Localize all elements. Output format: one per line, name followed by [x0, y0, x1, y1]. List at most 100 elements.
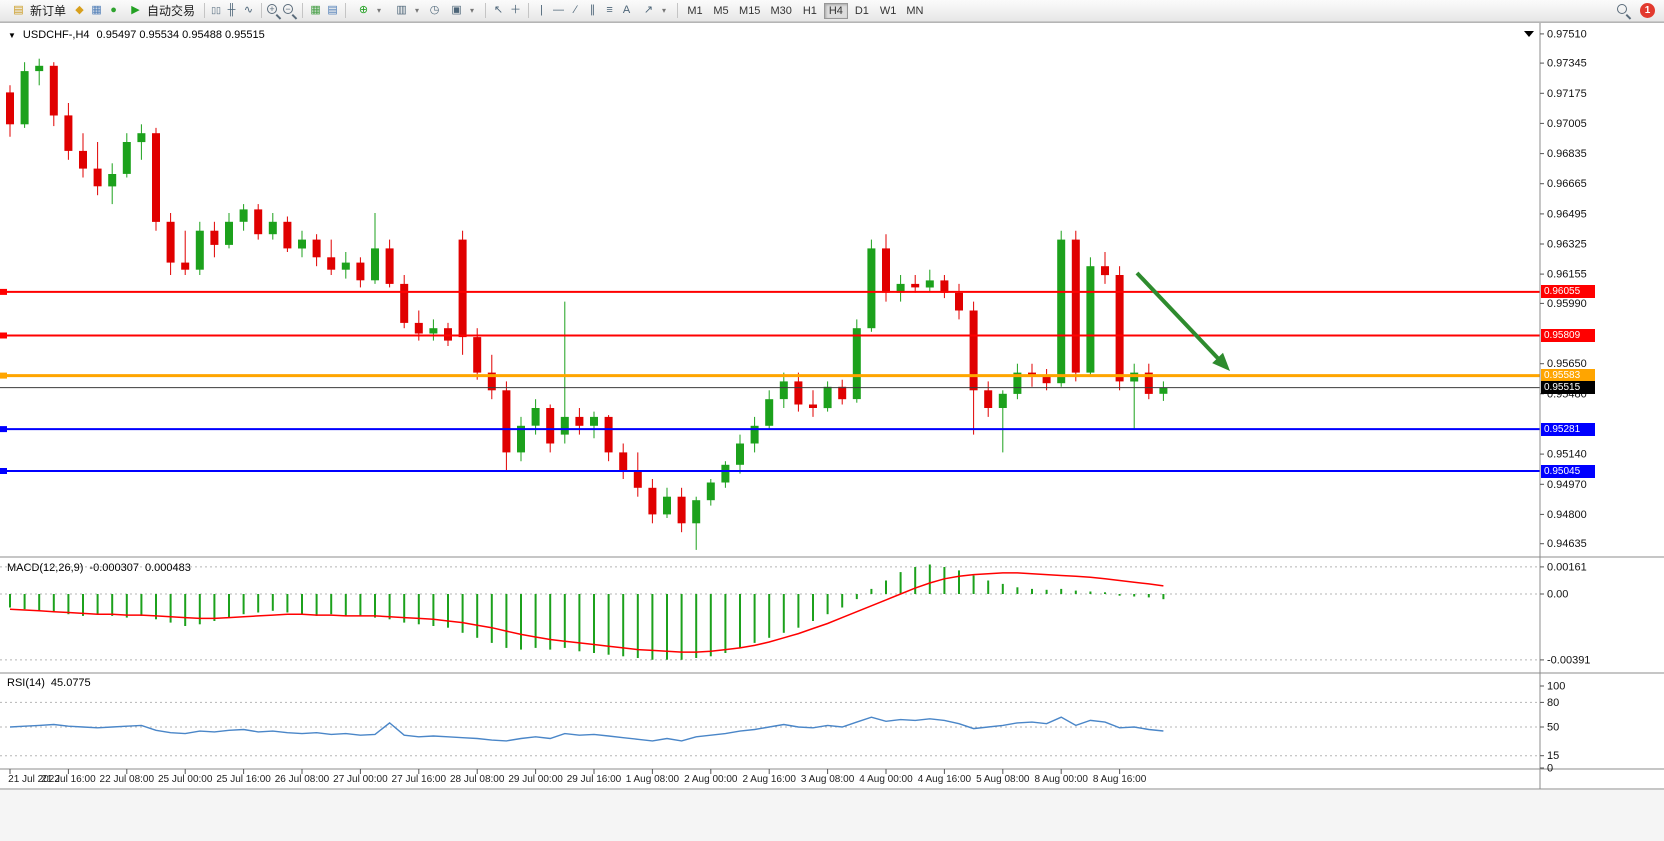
arrows-button[interactable]: ↗ ▾ [635, 2, 673, 20]
notification-badge[interactable]: 1 [1640, 3, 1655, 18]
cursor-icon[interactable]: ↖ [493, 4, 504, 16]
snapshot-caret-icon: ▾ [470, 5, 475, 15]
svg-text:0.96665: 0.96665 [1547, 178, 1587, 190]
svg-text:4 Aug 00:00: 4 Aug 00:00 [859, 774, 913, 785]
timeframe-group: M1 M5 M15 M30 H1 H4 D1 W1 MN [682, 2, 928, 19]
periods-caret-icon: ▾ [415, 5, 420, 15]
fibonacci-icon[interactable]: ≡ [606, 4, 613, 16]
timeframe-button-m5[interactable]: M5 [713, 4, 729, 17]
indicators-button[interactable]: ⊕ ▾ [350, 2, 388, 20]
rsi-value: 45.0775 [50, 677, 91, 689]
svg-text:2 Aug 16:00: 2 Aug 16:00 [743, 774, 797, 785]
svg-text:0.96155: 0.96155 [1547, 269, 1587, 281]
svg-text:4 Aug 16:00: 4 Aug 16:00 [918, 774, 972, 785]
trendline-icon[interactable]: ∕ [574, 4, 577, 16]
svg-text:0.00: 0.00 [1547, 589, 1568, 601]
symbol-period-label: USDCHF-,H4 [22, 29, 90, 41]
zoom-in-icon[interactable]: + [266, 3, 282, 19]
timeframe-button-d1[interactable]: D1 [854, 4, 869, 17]
chart-menu-caret-icon[interactable]: ▼ [8, 30, 16, 40]
rsi-header: RSI(14) 45.0775 [7, 677, 91, 689]
svg-text:0.95140: 0.95140 [1547, 449, 1587, 461]
candlestick-chart-type-icon[interactable]: ╫ [227, 4, 236, 16]
price-chart-canvas[interactable]: 0.97510 0.97345 0.97175 0.97005 0.96835 0.966… [0, 23, 1664, 841]
auto-trading-button[interactable]: ▶ 自动交易 [122, 2, 200, 20]
zoom-out-icon[interactable]: − [282, 3, 298, 19]
vertical-line-icon[interactable]: | [540, 4, 543, 16]
snapshot-icon: ▣ [451, 4, 462, 16]
svg-text:0.00161: 0.00161 [1547, 561, 1587, 573]
plus-glyph: + [267, 3, 278, 14]
toolbar-separator [261, 3, 263, 18]
periods-icon: ▥ [396, 4, 407, 16]
toolbar-separator [345, 3, 347, 18]
svg-text:0.97345: 0.97345 [1547, 58, 1587, 70]
horizontal-line-icon[interactable]: — [553, 4, 565, 16]
snapshot-button[interactable]: ▣ ▾ [443, 2, 481, 20]
price-line-tag[interactable]: 0.95045 [1541, 464, 1595, 478]
line-chart-type-icon[interactable]: ∿ [243, 4, 254, 16]
macd-main-value: -0.000307 [89, 562, 139, 574]
chart-window: 0.97510 0.97345 0.97175 0.97005 0.96835 0.966… [0, 22, 1664, 841]
svg-text:8 Aug 00:00: 8 Aug 00:00 [1035, 774, 1089, 785]
current-price-tag[interactable]: 0.95515 [1541, 381, 1595, 395]
ohlc-values: 0.95497 0.95534 0.95488 0.95515 [96, 29, 265, 41]
svg-text:0.96835: 0.96835 [1547, 148, 1587, 160]
svg-text:0.97175: 0.97175 [1547, 88, 1587, 100]
bar-chart-type-icon[interactable]: ▯▯ [211, 5, 221, 15]
profiles-icon[interactable]: ◆ [75, 4, 84, 16]
svg-text:26 Jul 08:00: 26 Jul 08:00 [275, 774, 330, 785]
svg-text:5 Aug 08:00: 5 Aug 08:00 [976, 774, 1030, 785]
text-icon[interactable]: A [622, 4, 631, 16]
toolbar-separator [528, 3, 530, 18]
search-icon[interactable] [1616, 3, 1632, 19]
macd-signal-value: 0.000483 [144, 562, 191, 574]
cascade-windows-icon[interactable]: ▤ [327, 4, 338, 16]
svg-text:0.94800: 0.94800 [1547, 509, 1587, 521]
svg-text:0.96495: 0.96495 [1547, 208, 1587, 220]
svg-text:29 Jul 00:00: 29 Jul 00:00 [508, 774, 563, 785]
charts-window-icon[interactable]: ▦ [91, 4, 102, 16]
toolbar-separator [485, 3, 487, 18]
svg-text:50: 50 [1547, 722, 1559, 734]
tile-windows-icon[interactable]: ▦ [310, 4, 321, 16]
timeframe-button-h4[interactable]: H4 [823, 2, 848, 19]
svg-text:100: 100 [1547, 681, 1565, 693]
timeframe-button-h1[interactable]: H1 [802, 4, 817, 17]
price-line-tag[interactable]: 0.96055 [1541, 285, 1595, 299]
svg-text:21 Jul 2022: 21 Jul 2022 [8, 774, 60, 785]
svg-text:0.94635: 0.94635 [1547, 538, 1587, 550]
minus-glyph: − [283, 3, 294, 14]
new-order-icon: ▤ [13, 4, 24, 16]
main-toolbar: ▤ 新订单 ◆ ▦ ● ▶ 自动交易 ▯▯ ╫ ∿ + − ▦ ▤ ⊕ ▾ ▥ … [0, 0, 1664, 22]
crosshair-icon[interactable]: ＋ [510, 4, 522, 16]
new-order-button[interactable]: ▤ 新订单 [5, 2, 71, 20]
toolbar-separator [677, 3, 679, 18]
equidistant-channel-icon[interactable]: ∥ [589, 4, 596, 16]
svg-text:27 Jul 00:00: 27 Jul 00:00 [333, 774, 388, 785]
auto-trading-label: 自动交易 [147, 4, 196, 18]
price-line-tag[interactable]: 0.95281 [1541, 422, 1595, 436]
macd-header: MACD(12,26,9) -0.000307 0.000483 [7, 562, 191, 574]
price-line-tag[interactable]: 0.95809 [1541, 329, 1595, 342]
timeframe-button-m1[interactable]: M1 [687, 4, 703, 17]
toolbar-separator [302, 3, 304, 18]
market-watch-icon[interactable]: ● [110, 4, 117, 16]
svg-text:0.94970: 0.94970 [1547, 479, 1587, 491]
lens-glyph [1617, 3, 1627, 14]
svg-text:25 Jul 16:00: 25 Jul 16:00 [216, 774, 271, 785]
timeframe-button-mn[interactable]: MN [906, 4, 924, 17]
svg-text:0.97510: 0.97510 [1547, 28, 1587, 40]
timeframe-button-m15[interactable]: M15 [739, 4, 761, 17]
svg-text:0.96325: 0.96325 [1547, 239, 1587, 251]
svg-text:29 Jul 16:00: 29 Jul 16:00 [567, 774, 622, 785]
periods-button[interactable]: ▥ ▾ [388, 2, 426, 20]
chart-header: ▼ USDCHF-,H4 0.95497 0.95534 0.95488 0.9… [8, 29, 265, 41]
timeframe-button-w1[interactable]: W1 [879, 4, 897, 17]
price-line-tag[interactable]: 0.95583 [1541, 369, 1595, 383]
svg-text:28 Jul 08:00: 28 Jul 08:00 [450, 774, 505, 785]
svg-text:0.95990: 0.95990 [1547, 298, 1587, 310]
clock-icon[interactable]: ◷ [429, 4, 440, 16]
timeframe-button-m30[interactable]: M30 [770, 4, 792, 17]
svg-text:25 Jul 00:00: 25 Jul 00:00 [158, 774, 213, 785]
